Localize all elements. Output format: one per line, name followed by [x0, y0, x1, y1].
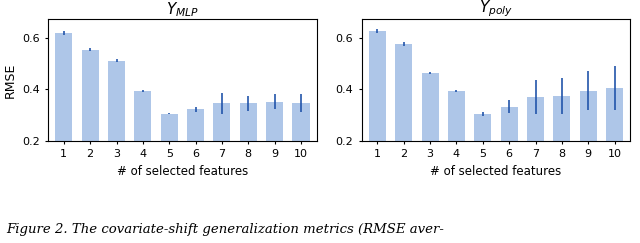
- Title: $Y_{poly}$: $Y_{poly}$: [479, 0, 513, 19]
- Bar: [580, 91, 596, 193]
- Bar: [292, 103, 310, 193]
- X-axis label: # of selected features: # of selected features: [116, 165, 248, 178]
- Bar: [240, 104, 257, 193]
- Bar: [108, 61, 125, 193]
- Bar: [369, 31, 386, 193]
- Bar: [422, 73, 438, 193]
- X-axis label: # of selected features: # of selected features: [430, 165, 562, 178]
- Bar: [606, 88, 623, 193]
- Bar: [134, 91, 152, 193]
- Title: $Y_{MLP}$: $Y_{MLP}$: [166, 1, 199, 19]
- Bar: [213, 104, 230, 193]
- Bar: [527, 97, 544, 193]
- Y-axis label: RMSE: RMSE: [3, 62, 17, 98]
- Bar: [55, 33, 72, 193]
- Bar: [448, 91, 465, 193]
- Bar: [266, 102, 284, 193]
- Bar: [161, 113, 178, 193]
- Bar: [500, 107, 518, 193]
- Bar: [554, 96, 570, 193]
- Bar: [82, 50, 99, 193]
- Bar: [187, 109, 204, 193]
- Text: Figure 2. The covariate-shift generalization metrics (RMSE aver-: Figure 2. The covariate-shift generaliza…: [6, 223, 444, 236]
- Bar: [395, 44, 412, 193]
- Bar: [474, 114, 492, 193]
